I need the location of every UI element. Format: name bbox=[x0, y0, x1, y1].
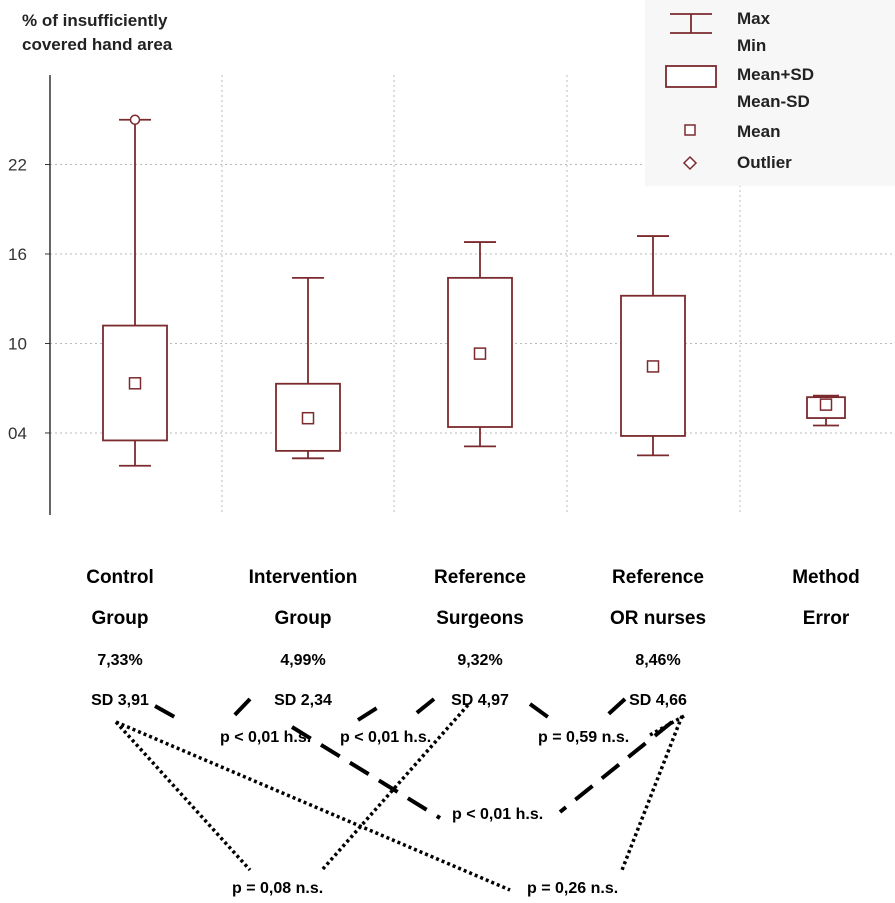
group-label-line1: Reference bbox=[434, 567, 526, 588]
legend-whisker-symbol bbox=[670, 13, 712, 34]
legend-background bbox=[645, 0, 895, 186]
legend-mean-symbol bbox=[684, 124, 696, 136]
y-tick-label: 04 bbox=[8, 424, 27, 443]
mean-marker bbox=[819, 398, 833, 411]
comparison-line bbox=[528, 702, 554, 722]
comparison-p-value: p < 0,01 h.s. bbox=[220, 729, 311, 746]
group-sd-value: SD 4,66 bbox=[629, 692, 687, 709]
group-label-line2: OR nurses bbox=[610, 608, 706, 629]
group-label-line2: Group bbox=[275, 608, 332, 629]
comparison-p-value: p < 0,01 h.s. bbox=[452, 806, 543, 823]
group-mean-value: 4,99% bbox=[280, 652, 325, 669]
legend-mean-minus-sd: Mean-SD bbox=[737, 92, 810, 111]
comparison-lines bbox=[114, 697, 685, 892]
comparison-line bbox=[115, 720, 511, 892]
legend-box-symbol bbox=[665, 65, 717, 88]
group-mean-value: 7,33% bbox=[97, 652, 142, 669]
comparison-line bbox=[320, 703, 470, 872]
comparison-line bbox=[406, 697, 436, 722]
box-group bbox=[806, 394, 846, 427]
mean-marker bbox=[128, 377, 142, 390]
y-axis-label-line2: covered hand area bbox=[22, 35, 173, 54]
group-label-line1: Method bbox=[792, 567, 860, 588]
group-mean-value: 8,46% bbox=[635, 652, 680, 669]
comparison-line bbox=[649, 714, 685, 737]
box-plot-series bbox=[102, 114, 846, 467]
legend-mean: Mean bbox=[737, 122, 780, 141]
legend: Max Min Mean+SD Mean-SD Mean Outlier bbox=[645, 0, 895, 186]
group-mean-value: 9,32% bbox=[457, 652, 502, 669]
group-labels: Control Group 7,33% SD 3,91 Intervention Grou… bbox=[86, 567, 860, 709]
comparison-line bbox=[228, 697, 252, 722]
group-sd-value: SD 2,34 bbox=[274, 692, 332, 709]
comparison-p-value: p < 0,01 h.s. bbox=[340, 729, 431, 746]
legend-outlier-symbol bbox=[682, 155, 698, 171]
outlier-marker bbox=[129, 114, 141, 125]
group-sd-value: SD 3,91 bbox=[91, 692, 149, 709]
comparison-p-value: p = 0,08 n.s. bbox=[232, 880, 323, 897]
legend-outlier: Outlier bbox=[737, 153, 792, 172]
y-tick-label: 16 bbox=[8, 245, 27, 264]
group-sd-value: SD 4,97 bbox=[451, 692, 509, 709]
legend-mean-plus-sd: Mean+SD bbox=[737, 65, 814, 84]
grid-lines bbox=[50, 75, 895, 515]
legend-max: Max bbox=[737, 9, 771, 28]
comparison-line bbox=[558, 720, 674, 814]
comparison-p-value: p = 0,59 n.s. bbox=[538, 729, 629, 746]
comparison-line bbox=[620, 715, 684, 871]
box-group bbox=[620, 235, 686, 457]
comparison-labels: p < 0,01 h.s. p < 0,01 h.s. p = 0,59 n.s. p… bbox=[220, 729, 629, 897]
comparison-line bbox=[600, 697, 627, 722]
group-label-line1: Intervention bbox=[249, 567, 358, 588]
legend-min: Min bbox=[737, 36, 766, 55]
mean-marker bbox=[473, 347, 487, 360]
y-axis-ticks: 04 10 16 22 bbox=[8, 155, 50, 443]
comparison-line bbox=[356, 704, 382, 722]
y-tick-label: 10 bbox=[8, 334, 27, 353]
box-group bbox=[447, 241, 513, 448]
group-label-line2: Error bbox=[803, 608, 850, 629]
group-label-line2: Surgeons bbox=[436, 608, 524, 629]
group-label-line2: Group bbox=[92, 608, 149, 629]
group-label-line1: Reference bbox=[612, 567, 704, 588]
y-tick-label: 22 bbox=[8, 155, 27, 174]
box-group bbox=[275, 276, 341, 460]
y-axis-label-line1: % of insufficiently bbox=[22, 11, 168, 30]
group-label-line1: Control bbox=[86, 567, 154, 588]
comparison-line bbox=[154, 704, 181, 722]
mean-marker bbox=[646, 360, 660, 373]
mean-marker bbox=[301, 411, 315, 425]
comparison-line bbox=[290, 725, 442, 820]
box-group bbox=[102, 114, 168, 467]
comparison-p-value: p = 0,26 n.s. bbox=[527, 880, 618, 897]
